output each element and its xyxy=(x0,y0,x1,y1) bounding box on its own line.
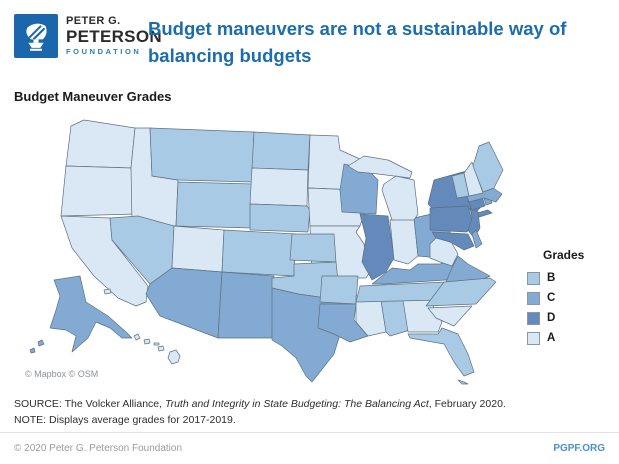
source-title-italic: Truth and Integrity in State Budgeting: … xyxy=(164,398,429,410)
state-PA[interactable] xyxy=(429,205,475,233)
state-SC[interactable] xyxy=(427,305,473,327)
legend-swatch-C xyxy=(527,291,540,305)
legend-swatch-D xyxy=(527,311,540,325)
state-HI[interactable] xyxy=(167,349,181,365)
state-AK[interactable] xyxy=(37,339,45,347)
legend-item-B[interactable]: B xyxy=(527,268,607,288)
legend-title: Grades xyxy=(543,248,585,262)
source-line: SOURCE: The Volcker Alliance, Truth and … xyxy=(14,398,506,410)
state-ND[interactable] xyxy=(251,131,311,171)
mapbox-attribution[interactable]: © Mapbox © OSM xyxy=(20,368,104,380)
state-FL[interactable] xyxy=(457,379,469,385)
state-HI[interactable] xyxy=(133,333,141,341)
state-HI[interactable] xyxy=(153,342,160,346)
state-MI[interactable] xyxy=(381,175,419,221)
pgpf-org-link[interactable]: PGPF.ORG xyxy=(553,443,605,454)
us-choropleth-map: © Mapbox © OSM xyxy=(20,114,526,392)
legend-item-D[interactable]: D xyxy=(527,308,607,328)
legend-label: B xyxy=(547,272,556,284)
state-AZ[interactable] xyxy=(145,267,223,339)
legend-swatch-A xyxy=(527,331,540,345)
state-AR[interactable] xyxy=(319,275,359,305)
state-MT[interactable] xyxy=(149,127,255,183)
logo-text-peter-g: PETER G. xyxy=(66,15,121,28)
chart-heading: Budget Maneuver Grades xyxy=(14,89,172,104)
state-HI[interactable] xyxy=(157,345,165,352)
state-NE[interactable] xyxy=(249,203,311,233)
state-IL[interactable] xyxy=(359,213,395,281)
state-NM[interactable] xyxy=(217,271,275,339)
title-line-1: Budget maneuvers are not a sustainable w… xyxy=(148,18,567,39)
copyright-text: © 2020 Peter G. Peterson Foundation xyxy=(14,443,183,454)
state-NH[interactable] xyxy=(463,161,484,197)
state-KS[interactable] xyxy=(289,233,337,263)
legend-label: D xyxy=(547,312,556,324)
legend-label: A xyxy=(547,332,556,344)
note-line: NOTE: Displays average grades for 2017-2… xyxy=(14,414,236,427)
state-DE[interactable] xyxy=(471,229,483,249)
state-NC[interactable] xyxy=(425,277,497,307)
state-ME[interactable] xyxy=(472,141,504,193)
title-line-2: balancing budgets xyxy=(148,44,312,66)
source-note: SOURCE: The Volcker Alliance, Truth and … xyxy=(14,396,506,429)
legend-swatch-B xyxy=(527,271,540,285)
page-title: Budget maneuvers are not a sustainable w… xyxy=(148,16,598,70)
state-HI[interactable] xyxy=(143,338,151,345)
state-MD[interactable] xyxy=(431,231,475,251)
us-map-svg xyxy=(29,119,504,385)
torch-icon xyxy=(14,14,58,58)
logo-text-foundation: FOUNDATION xyxy=(66,46,142,56)
state-SD[interactable] xyxy=(249,167,309,207)
state-MI[interactable] xyxy=(347,155,413,179)
state-UT[interactable] xyxy=(171,225,225,273)
logo-text-peterson: PETERSON xyxy=(66,26,162,46)
pgpf-logo: PETER G. PETERSON FOUNDATION xyxy=(14,14,162,58)
state-IN[interactable] xyxy=(389,217,419,265)
legend-item-C[interactable]: C xyxy=(527,288,607,308)
legend-item-A[interactable]: A xyxy=(527,328,607,348)
legend-label: C xyxy=(547,292,556,304)
state-OR[interactable] xyxy=(60,165,139,217)
state-WY[interactable] xyxy=(175,181,255,229)
footer: © 2020 Peter G. Peterson Foundation PGPF… xyxy=(0,432,619,464)
state-AK[interactable] xyxy=(49,275,133,353)
state-AK[interactable] xyxy=(29,347,36,354)
state-CO[interactable] xyxy=(221,229,297,277)
state-WA[interactable] xyxy=(65,119,136,169)
state-FL[interactable] xyxy=(407,327,475,377)
state-CA[interactable] xyxy=(103,288,112,295)
